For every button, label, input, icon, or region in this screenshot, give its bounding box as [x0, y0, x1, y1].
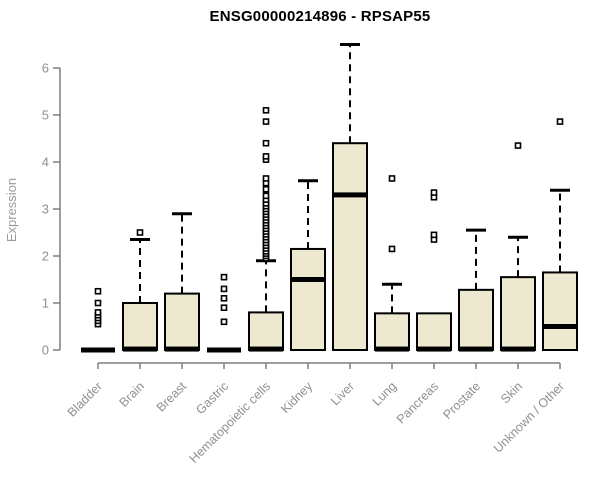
outlier-point [94, 299, 102, 307]
box-group-lung [374, 175, 410, 352]
box-iqr [332, 142, 368, 351]
box-group-kidney [290, 179, 326, 351]
outlier-point [262, 107, 270, 114]
y-tick-label: 0 [42, 343, 49, 358]
outlier-point [430, 189, 438, 196]
x-category-label: Liver [328, 379, 357, 408]
outlier-point [262, 139, 270, 147]
outlier-point [262, 192, 270, 200]
median-line [207, 347, 241, 353]
box-group-prostate [458, 228, 494, 352]
box-iqr [122, 302, 158, 351]
y-tick-label: 6 [42, 61, 49, 76]
x-category-label: Brain [117, 379, 148, 410]
outlier-point [262, 153, 270, 160]
box-iqr [458, 288, 494, 351]
x-category-label: Hematopoietic cells [187, 379, 274, 466]
outlier-point [556, 118, 564, 125]
x-category-label: Bladder [65, 379, 105, 419]
box-iqr [164, 292, 200, 352]
outlier-point [262, 175, 270, 182]
outlier-point [220, 273, 228, 281]
x-category-label: Prostate [440, 379, 483, 422]
median-line [417, 346, 451, 352]
y-tick-label: 1 [42, 296, 49, 311]
y-tick-label: 5 [42, 108, 49, 123]
box-group-skin [500, 142, 536, 352]
y-tick-label: 3 [42, 202, 49, 217]
median-line [291, 277, 325, 282]
outlier-point [388, 245, 396, 253]
x-category-label: Lung [370, 379, 400, 409]
median-line [459, 346, 493, 352]
outlier-point [220, 294, 228, 302]
outlier-point [388, 175, 396, 182]
outlier-point [136, 229, 144, 236]
box-iqr [542, 271, 578, 352]
outlier-point [94, 287, 102, 295]
outlier-point [220, 285, 228, 293]
box-iqr [416, 312, 452, 351]
box-iqr [290, 247, 326, 351]
box-iqr [500, 276, 536, 351]
median-line [81, 347, 115, 353]
median-line [249, 346, 283, 352]
median-line [501, 346, 535, 352]
box-group-gastric [207, 273, 241, 353]
median-line [375, 346, 409, 352]
box-group-breast [164, 212, 200, 352]
x-category-label: Pancreas [394, 379, 441, 426]
x-category-label: Skin [498, 379, 525, 406]
y-tick-label: 4 [42, 155, 49, 170]
y-tick-label: 2 [42, 249, 49, 264]
box-group-bladder [81, 287, 115, 353]
outlier-point [430, 231, 438, 239]
outlier-point [94, 309, 102, 316]
median-line [543, 324, 577, 329]
box-iqr [374, 312, 410, 351]
box-group-pancreas [416, 189, 452, 352]
box-group-hematopoietic-cells [248, 107, 284, 352]
x-category-label: Unknown / Other [491, 379, 567, 455]
outlier-point [262, 118, 270, 125]
box-group-unknown-other [542, 118, 578, 352]
median-line [333, 192, 367, 198]
x-category-label: Gastric [193, 379, 231, 417]
outlier-point [262, 185, 270, 193]
box-group-brain [122, 229, 158, 352]
outlier-point [220, 318, 228, 326]
chart-title: ENSG00000214896 - RPSAP55 [209, 8, 431, 25]
outlier-point [220, 304, 228, 312]
x-category-label: Breast [154, 379, 190, 415]
y-axis-title: Expression [4, 178, 19, 242]
box-group-liver [332, 43, 368, 351]
x-category-label: Kidney [278, 379, 315, 416]
outlier-point [514, 142, 522, 149]
median-line [123, 346, 157, 352]
median-line [165, 346, 199, 352]
box-marks [81, 43, 578, 353]
box-iqr [248, 311, 284, 351]
